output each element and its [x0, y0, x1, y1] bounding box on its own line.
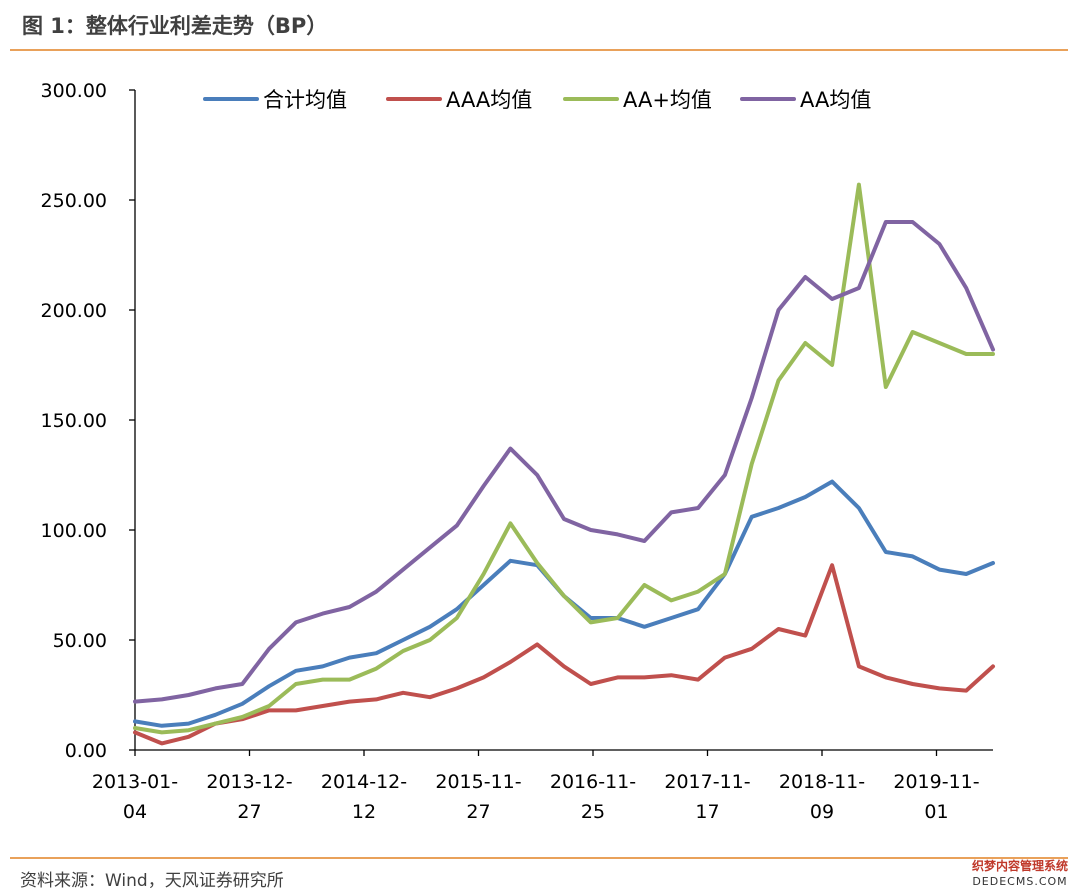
- x-tick-label: 2014-12-: [321, 771, 407, 793]
- x-tick-label: 2016-11-: [550, 771, 636, 793]
- legend-label: 合计均值: [263, 88, 347, 112]
- x-tick-label: 09: [810, 801, 834, 823]
- top-divider: [10, 49, 1068, 51]
- x-tick-label: 17: [695, 801, 719, 823]
- x-tick-label: 2013-12-: [206, 771, 292, 793]
- y-tick-label: 200.00: [41, 300, 107, 322]
- y-tick-label: 150.00: [41, 410, 107, 432]
- y-tick-label: 50.00: [53, 630, 107, 652]
- y-tick-label: 0.00: [65, 740, 107, 762]
- x-tick-label: 2015-11-: [435, 771, 521, 793]
- legend-label: AAA均值: [446, 88, 532, 112]
- watermark-line-1: 织梦内容管理系统: [971, 859, 1068, 873]
- series-line-1: [133, 563, 995, 746]
- legend-label: AA均值: [800, 88, 871, 112]
- figure-title: 图 1：整体行业利差走势（BP）: [22, 14, 328, 38]
- series-line-2: [133, 182, 995, 735]
- x-tick-label: 27: [237, 801, 261, 823]
- line-chart: 0.00 50.00 100.00 150.00 200.00 250.00 300.00 2…: [41, 80, 995, 823]
- x-tick-label: 01: [924, 801, 948, 823]
- x-tick-label: 27: [466, 801, 490, 823]
- x-tick-label: 12: [352, 801, 376, 823]
- source-note: 资料来源：Wind，天风证券研究所: [20, 871, 284, 891]
- y-tick-label: 250.00: [41, 190, 107, 212]
- legend-label: AA+均值: [623, 88, 712, 112]
- y-tick-label: 100.00: [41, 520, 107, 542]
- x-tick-label: 2018-11-: [779, 771, 865, 793]
- y-tick-label: 300.00: [41, 80, 107, 102]
- x-tick-label: 2017-11-: [664, 771, 750, 793]
- watermark-logo: 织梦内容管理系统 DEDECMS.COM: [966, 859, 1074, 890]
- bottom-divider: [10, 857, 1068, 859]
- x-tick-label: 25: [581, 801, 605, 823]
- series-line-3: [133, 220, 995, 704]
- watermark-line-2: DEDECMS.COM: [972, 875, 1068, 888]
- x-tick-label: 04: [123, 801, 147, 823]
- x-tick-label: 2019-11-: [893, 771, 979, 793]
- x-tick-label: 2013-01-: [92, 771, 178, 793]
